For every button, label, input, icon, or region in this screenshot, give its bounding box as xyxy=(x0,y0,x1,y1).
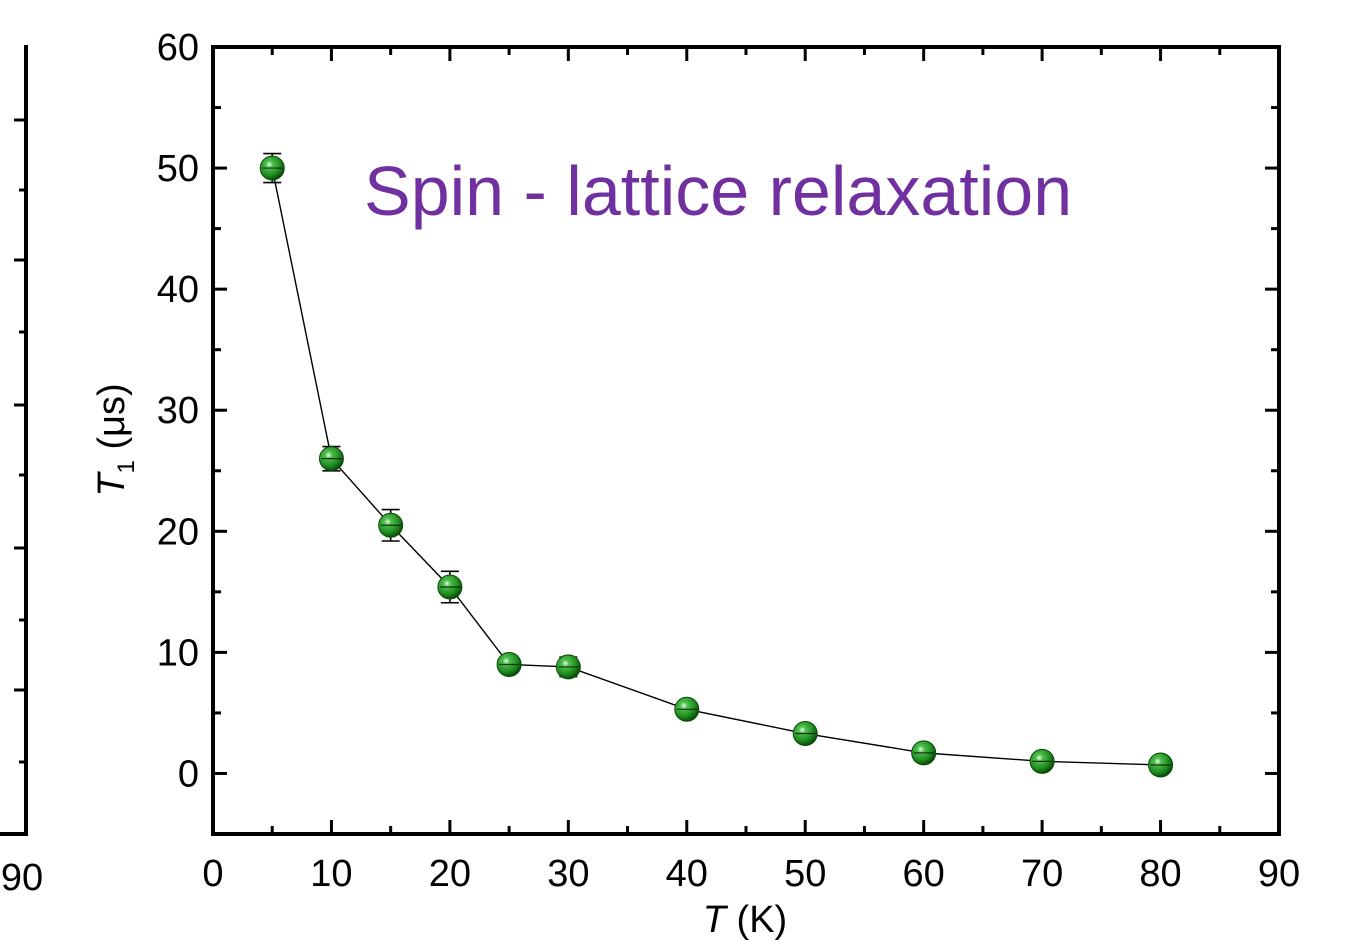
y-axis-subscript: 1 xyxy=(113,460,140,473)
x-ticks xyxy=(211,47,1281,834)
x-axis-title: T (K) xyxy=(703,899,787,940)
x-tick-label: 40 xyxy=(666,853,708,895)
x-tick-label: 50 xyxy=(784,853,826,895)
x-tick-label: 30 xyxy=(547,853,589,895)
y-tick-label: 50 xyxy=(157,148,199,190)
y-axis-symbol: T xyxy=(91,471,133,497)
x-tick-label: 90 xyxy=(1258,853,1300,895)
y-tick-label: 30 xyxy=(157,390,199,432)
y-tick-label: 40 xyxy=(157,269,199,311)
x-axis-symbol: T xyxy=(703,899,729,940)
x-tick-label: 20 xyxy=(429,853,471,895)
left-panel-ticks xyxy=(14,118,26,764)
y-ticks xyxy=(213,45,1279,836)
chart-annotation: Spin - lattice relaxation xyxy=(364,152,1072,230)
data-series xyxy=(259,152,1174,778)
x-tick-label: 80 xyxy=(1139,853,1181,895)
x-tick-label: 70 xyxy=(1021,853,1063,895)
y-tick-label: 60 xyxy=(157,27,199,69)
left-panel-partial: 90 xyxy=(0,45,43,899)
x-axis-unit: (K) xyxy=(726,899,787,940)
y-axis-title: T1 (μs) xyxy=(91,383,140,496)
series-line xyxy=(271,167,1161,766)
y-tick-label: 10 xyxy=(157,632,199,674)
x-tick-label: 0 xyxy=(202,853,223,895)
x-tick-label: 60 xyxy=(903,853,945,895)
y-tick-labels: 0 10 20 30 40 50 60 xyxy=(157,27,199,795)
y-axis-unit: (μs) xyxy=(91,383,133,460)
y-tick-label: 0 xyxy=(178,753,199,795)
left-panel-xtick-label: 90 xyxy=(1,857,43,899)
x-tick-labels: 0 10 20 30 40 50 60 70 80 90 xyxy=(202,853,1300,895)
x-tick-label: 10 xyxy=(310,853,352,895)
y-tick-label: 20 xyxy=(157,511,199,553)
